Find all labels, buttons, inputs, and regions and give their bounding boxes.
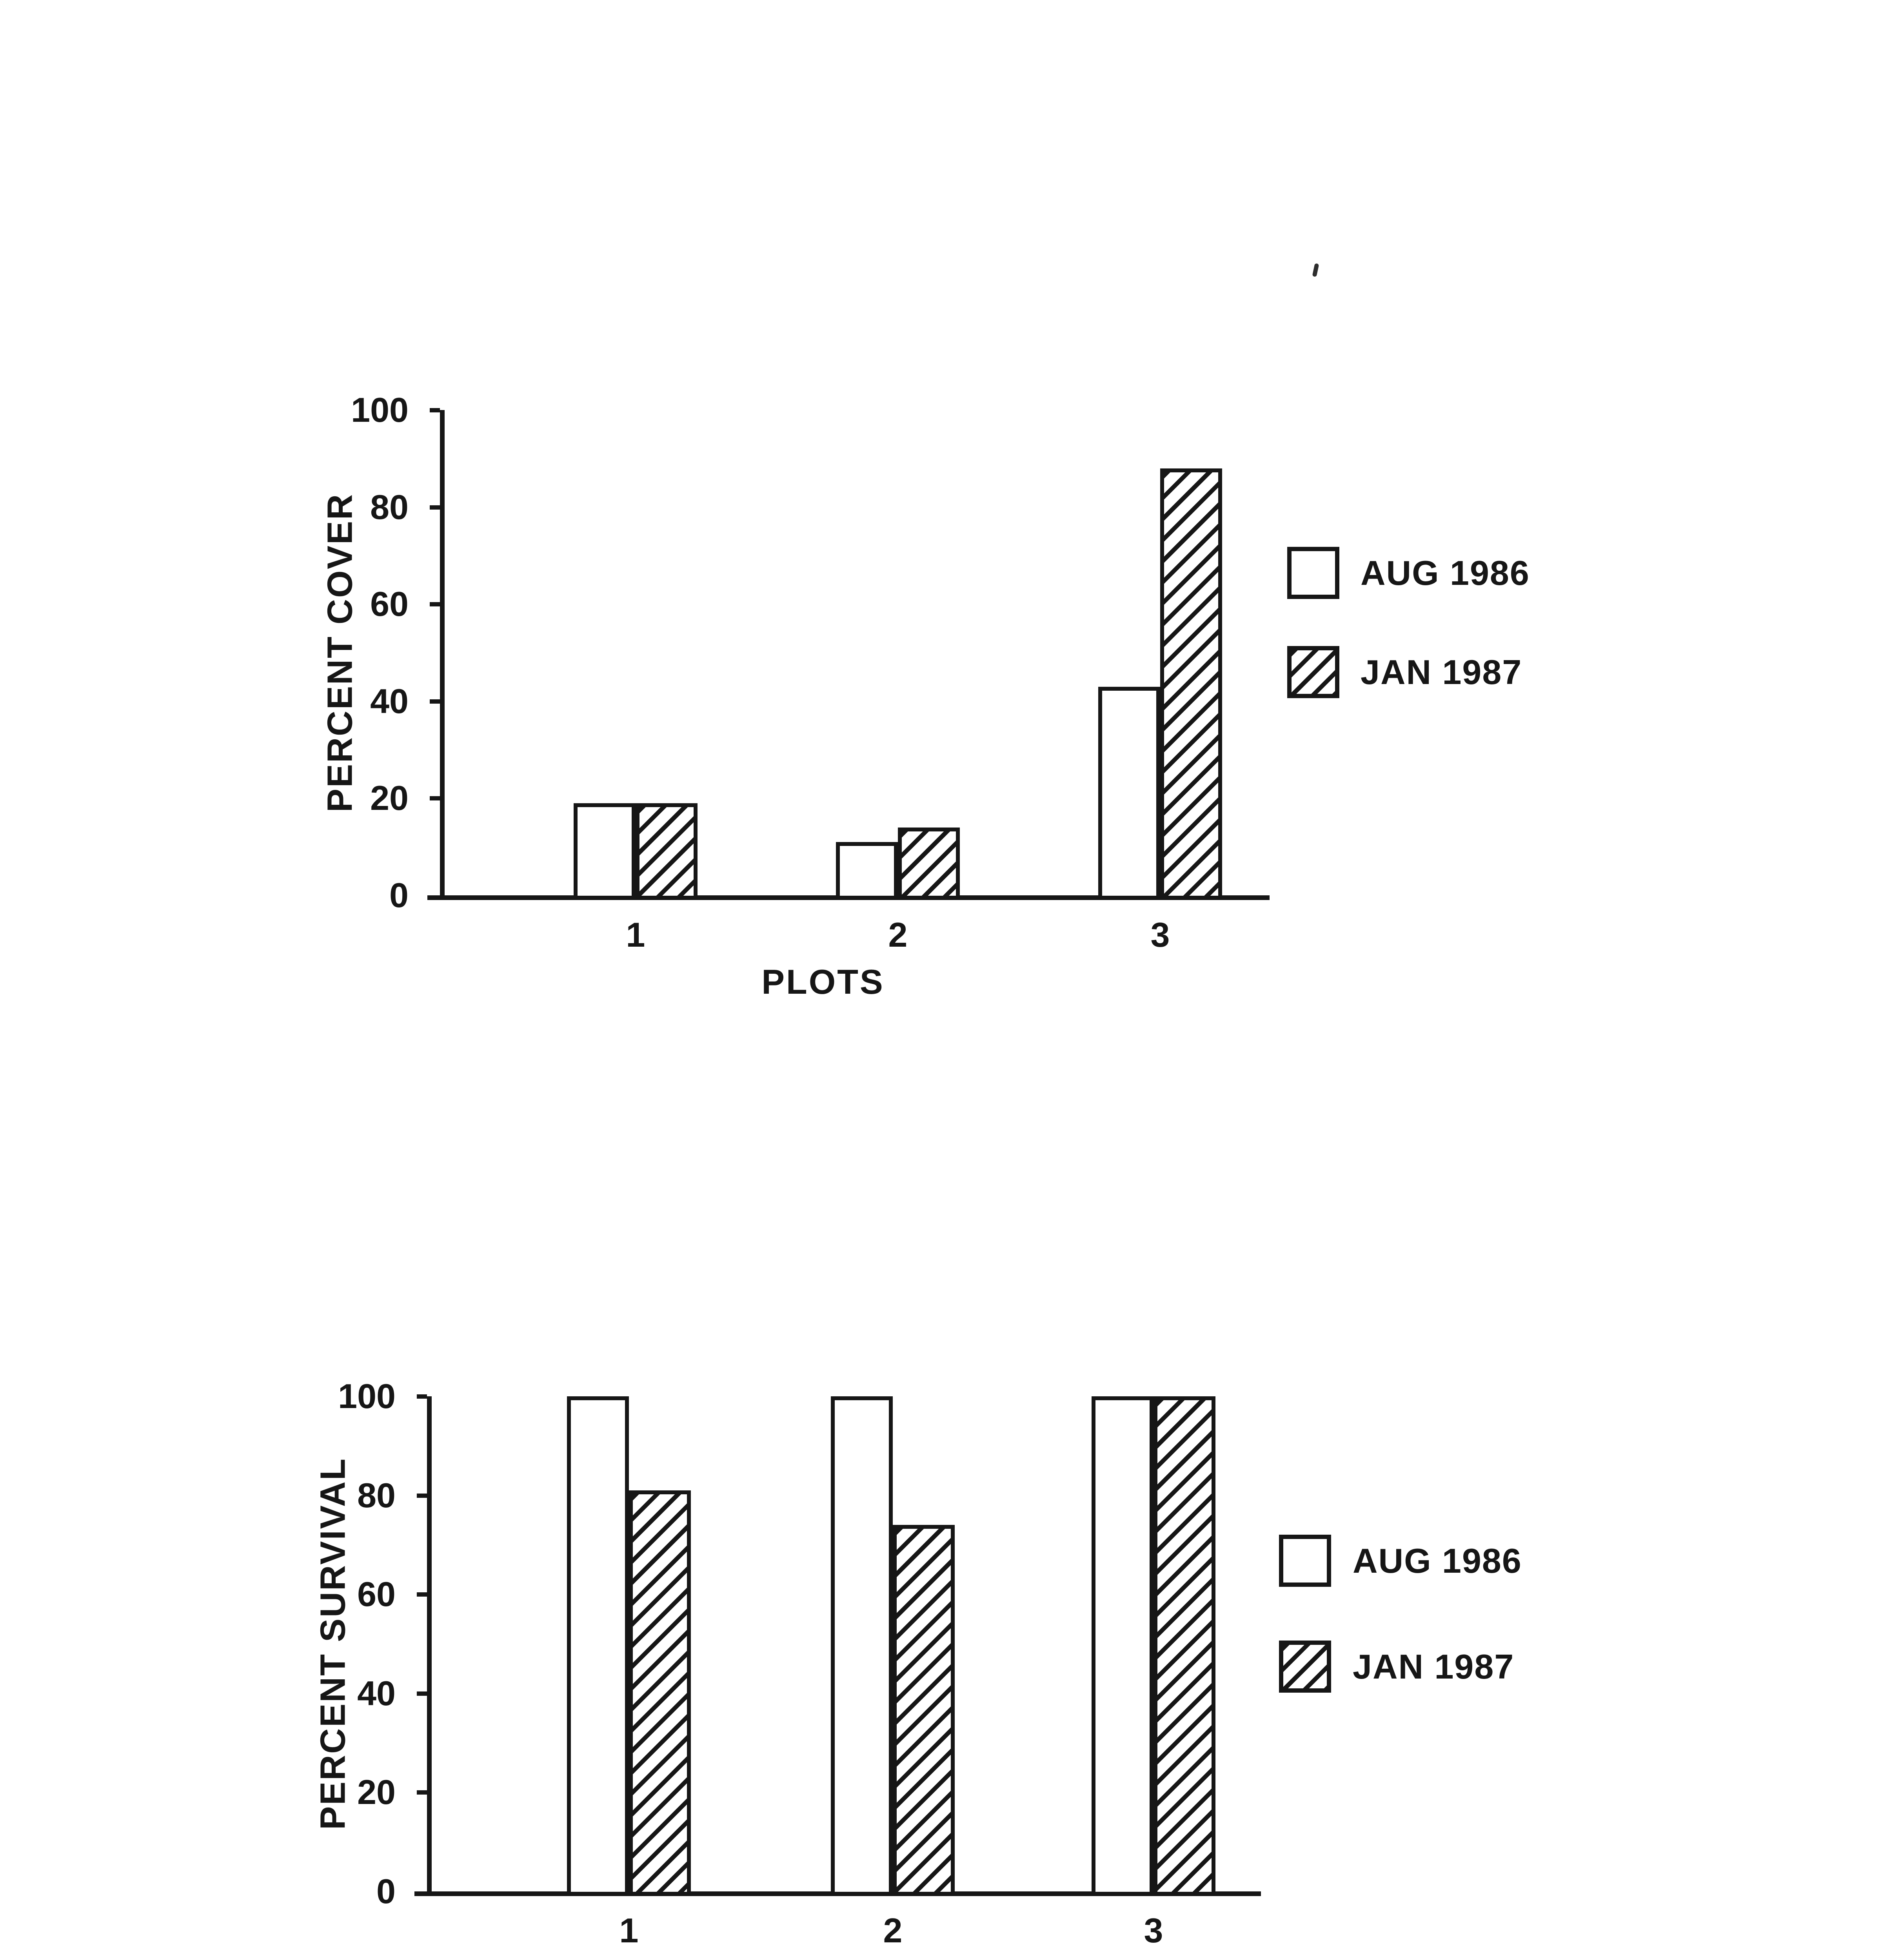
bar-jan-1987	[1154, 1396, 1215, 1896]
y-tick	[430, 505, 440, 510]
x-tick-label: 1	[619, 1911, 639, 1950]
bar-aug-1986	[567, 1396, 629, 1896]
x-tick-label: 2	[883, 1911, 903, 1950]
legend-label-jan-1987: JAN 1987	[1353, 1647, 1515, 1686]
y-tick	[417, 1691, 427, 1696]
bar-aug-1986	[574, 803, 636, 900]
bar-aug-1986	[1098, 686, 1160, 900]
y-tick	[430, 408, 440, 412]
bar-aug-1986	[836, 842, 898, 900]
y-tick	[417, 1790, 427, 1795]
y-tick-label: 20	[357, 1773, 396, 1812]
bar-jan-1987	[898, 827, 960, 900]
x-tick-label: 3	[1144, 1911, 1163, 1950]
bar-jan-1987	[893, 1525, 955, 1896]
legend-label-jan-1987: JAN 1987	[1361, 653, 1522, 691]
y-axis-line	[440, 410, 445, 900]
y-tick-label: 80	[357, 1475, 396, 1515]
y-tick-label: 60	[370, 584, 409, 624]
y-tick	[417, 1394, 427, 1399]
y-tick-label: 20	[370, 779, 409, 818]
bar-aug-1986	[831, 1396, 893, 1896]
x-tick-label: 3	[1150, 915, 1170, 954]
bar-jan-1987	[1160, 468, 1222, 900]
y-tick	[430, 796, 440, 801]
legend-label-aug-1986: AUG 1986	[1361, 554, 1530, 592]
bar-jan-1987	[629, 1490, 691, 1896]
bar-jan-1987	[636, 803, 698, 900]
y-tick-label: 60	[357, 1575, 396, 1614]
y-tick	[430, 699, 440, 704]
y-tick-label: 0	[389, 876, 409, 915]
legend-swatch-open-icon	[1279, 1535, 1331, 1587]
y-tick-label: 40	[357, 1673, 396, 1713]
y-tick	[430, 602, 440, 607]
y-tick-label: 0	[376, 1872, 396, 1911]
y-tick-label: 40	[370, 681, 409, 720]
legend-swatch-hatched-icon	[1287, 646, 1339, 698]
x-axis-title: PLOTS	[761, 1958, 884, 1960]
bar-aug-1986	[1092, 1396, 1154, 1896]
x-axis-title: PLOTS	[761, 962, 885, 1001]
legend-swatch-hatched-icon	[1279, 1641, 1331, 1693]
y-tick	[417, 1592, 427, 1597]
y-tick-label: 100	[351, 390, 409, 429]
y-tick	[417, 1493, 427, 1498]
x-tick-label: 2	[888, 915, 908, 954]
y-tick-label: 100	[338, 1377, 396, 1416]
legend-swatch-open-icon	[1287, 547, 1339, 599]
y-tick-label: 80	[370, 487, 409, 526]
y-axis-line	[427, 1396, 432, 1896]
x-tick-label: 1	[626, 915, 645, 954]
legend-label-aug-1986: AUG 1986	[1353, 1541, 1522, 1580]
